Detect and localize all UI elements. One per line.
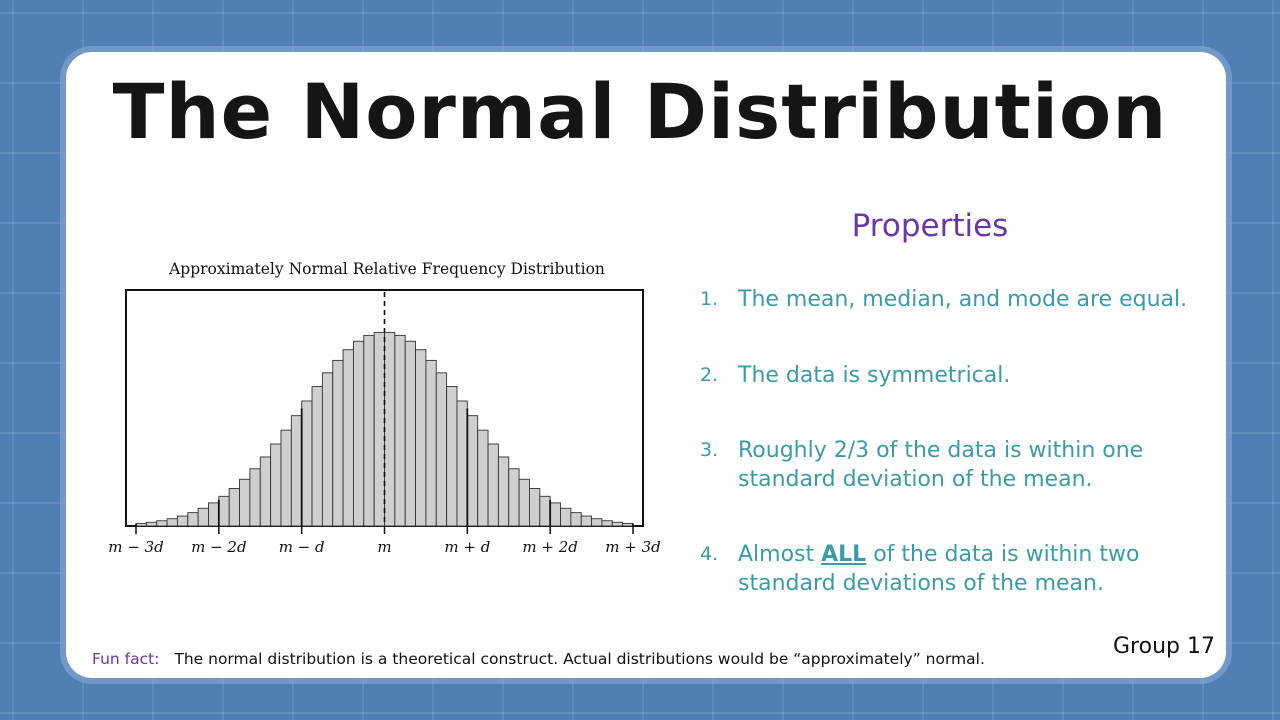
chart-title: Approximately Normal Relative Frequency …: [168, 260, 605, 278]
x-tick-label: m + d: [444, 538, 490, 556]
histogram-bar: [176, 515, 189, 527]
histogram-bar: [342, 349, 354, 527]
histogram-bar: [425, 359, 437, 527]
histogram-bar: [208, 502, 220, 527]
fun-fact-label: Fun fact:: [92, 650, 160, 668]
x-axis-ticks: [135, 408, 634, 534]
property-number: 4.: [700, 543, 719, 565]
histogram-bar: [549, 502, 561, 527]
histogram-bar: [404, 340, 417, 527]
fun-fact-text: The normal distribution is a theoretical…: [174, 650, 985, 668]
property-text: The mean, median, and mode are equal.: [738, 287, 1188, 312]
fun-fact: Fun fact: The normal distribution is a t…: [92, 650, 985, 668]
histogram-bar: [384, 331, 396, 527]
histogram-bar: [601, 520, 613, 527]
group-label: Group 17: [1113, 634, 1215, 659]
histogram-bar: [508, 468, 520, 527]
histogram-bar: [135, 522, 147, 527]
histogram-bar: [373, 331, 385, 527]
histogram-bar: [259, 456, 272, 527]
histogram-bar: [477, 429, 489, 527]
slide-title: The Normal Distribution: [112, 67, 1168, 156]
histogram-bar: [518, 478, 530, 527]
x-tick-label: m + 3d: [605, 538, 660, 556]
histogram-bar: [611, 521, 624, 527]
x-tick-label: m − 2d: [191, 538, 246, 556]
histogram-bar: [239, 478, 251, 527]
x-tick-label: m + 2d: [522, 538, 577, 556]
x-tick-label: m − 3d: [108, 538, 163, 556]
properties-title: Properties: [851, 208, 1009, 244]
histogram-bar: [539, 495, 551, 527]
histogram-bar: [156, 520, 168, 527]
histogram-bar: [591, 518, 603, 527]
histogram-bar: [363, 334, 375, 527]
histogram-chart: Approximately Normal Relative Frequency …: [108, 260, 660, 556]
property-text: The data is symmetrical.: [738, 363, 1011, 388]
histogram-bar: [529, 488, 541, 527]
histogram-bar: [270, 443, 282, 527]
histogram-bar: [415, 349, 427, 527]
histogram-bar: [311, 386, 323, 527]
histogram-bar: [280, 429, 292, 527]
histogram-bar: [497, 456, 510, 527]
histogram-bar: [166, 518, 178, 527]
histogram-bar: [218, 495, 230, 527]
histogram-bar: [435, 372, 448, 527]
x-tick-label: m − d: [279, 538, 325, 556]
property-emphasis: ALL: [821, 542, 867, 567]
histogram-bar: [352, 340, 365, 527]
histogram-bar: [580, 515, 593, 527]
histogram-bar: [456, 400, 468, 527]
histogram-bar: [560, 507, 572, 527]
histogram-bar: [249, 468, 261, 527]
histogram-bar: [321, 372, 334, 527]
x-tick-label: m: [377, 538, 391, 556]
property-number: 3.: [700, 439, 719, 461]
histogram-bar: [145, 521, 158, 527]
histogram-bar: [466, 415, 479, 527]
histogram-bars: [135, 331, 634, 527]
property-text-before: Almost: [738, 542, 822, 567]
histogram-bar: [446, 386, 458, 527]
histogram-bar: [570, 512, 582, 527]
property-text-after: of the data is within two standard devia…: [738, 542, 1140, 597]
x-axis-tick-labels: m − 3d m − 2d m − d m m + d m + 2d m + 3d: [108, 538, 660, 556]
property-number: 1.: [700, 288, 719, 310]
histogram-bar: [197, 507, 209, 527]
slide-card: [66, 52, 1226, 678]
histogram-bar: [487, 443, 499, 527]
histogram-bar: [187, 512, 199, 527]
property-text: Almost ALL of the data is within two sta…: [738, 540, 1208, 598]
histogram-bar: [301, 400, 313, 527]
histogram-bar: [290, 415, 303, 527]
histogram-bar: [332, 359, 344, 527]
histogram-bar: [394, 334, 406, 527]
histogram-bar: [228, 488, 240, 527]
property-text: Roughly 2/3 of the data is within one st…: [738, 438, 1144, 493]
property-number: 2.: [700, 364, 719, 386]
histogram-bar: [622, 522, 634, 527]
